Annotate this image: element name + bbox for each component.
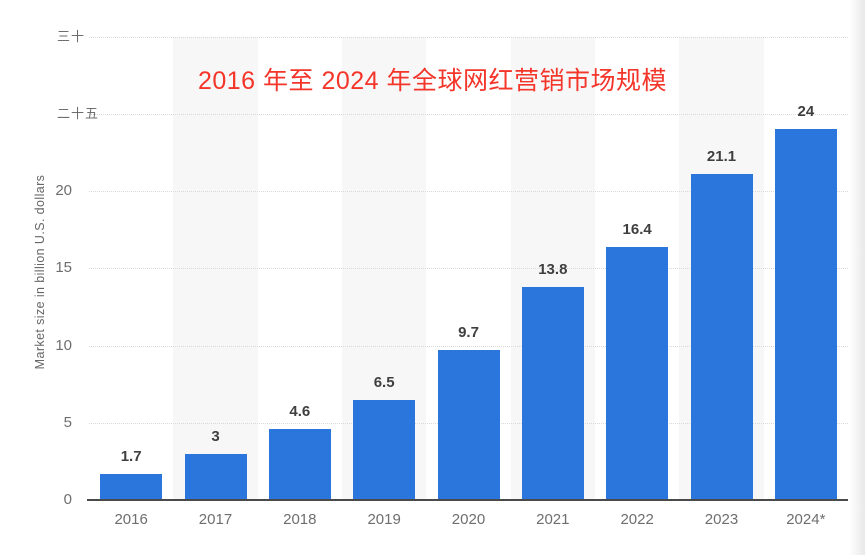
bar-value-label-2019: 6.5: [373, 373, 395, 391]
bar-2020[interactable]: [437, 350, 500, 500]
x-tick-label-2017: 2017: [198, 511, 233, 528]
x-tick-label-2022: 2022: [620, 511, 654, 528]
bar-2016[interactable]: [100, 473, 163, 500]
bar-2019[interactable]: [353, 399, 416, 500]
y-tick-label-30: 三十: [57, 28, 86, 44]
x-tick-label-2019: 2019: [367, 511, 401, 528]
plot-area: 1.7 3 4.6 6.5 9.7 13.8 16.4 21.1 24: [89, 0, 848, 500]
bar-2017[interactable]: [184, 453, 247, 500]
bar-value-label-2021: 13.8: [538, 260, 568, 278]
chart-title: 2016 年至 2024 年全球网红营销市场规模: [197, 67, 668, 95]
x-tick-label-2020: 2020: [451, 511, 486, 528]
bar-value-label-2020: 9.7: [458, 324, 479, 342]
gridline-y-10: [89, 345, 848, 347]
y-tick-label-15: 15: [55, 259, 72, 277]
gridline-y-20: [89, 191, 848, 192]
bar-value-label-2022: 16.4: [622, 220, 652, 238]
x-tick-label-2023: 2023: [704, 511, 739, 528]
bar-2018[interactable]: [268, 428, 331, 500]
x-tick-label-2016: 2016: [114, 511, 148, 528]
bar-2021[interactable]: [521, 286, 584, 500]
y-tick-label-20: 20: [55, 182, 72, 199]
bar-value-label-2017: 3: [211, 427, 220, 445]
bar-2024[interactable]: [774, 129, 837, 500]
bar-value-label-2024: 24: [797, 103, 815, 121]
bar-value-label-2023: 21.1: [706, 148, 737, 165]
x-tick-label-2024: 2024*: [786, 511, 826, 528]
y-tick-label-25: 二十五: [57, 105, 100, 121]
gridline-y-25: [89, 113, 848, 115]
bar-2023[interactable]: [690, 174, 753, 500]
bar-value-label-2018: 4.6: [289, 402, 311, 420]
gridline-y-15: [89, 268, 848, 270]
x-axis-line: [87, 499, 848, 501]
y-tick-label-10: 10: [55, 336, 72, 354]
gridline-y-30: [89, 36, 848, 38]
bar-2022[interactable]: [606, 246, 669, 500]
y-tick-label-5: 5: [63, 413, 72, 431]
bar-value-label-2016: 1.7: [120, 447, 142, 465]
y-tick-label-0: 0: [63, 491, 72, 508]
x-tick-label-2018: 2018: [283, 511, 317, 528]
x-tick-label-2021: 2021: [536, 511, 570, 528]
